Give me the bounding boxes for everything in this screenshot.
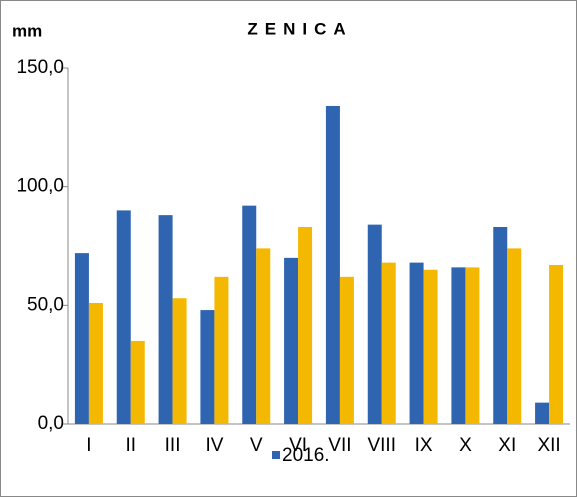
- x-tick-label: XII: [537, 435, 560, 456]
- x-tick-label: VI: [289, 435, 307, 456]
- bar: [535, 402, 550, 424]
- bar: [423, 269, 438, 424]
- bar: [451, 267, 466, 424]
- bar: [339, 276, 354, 424]
- chart-title: ZENICA: [247, 19, 352, 38]
- legend-label: 2016.: [282, 445, 330, 466]
- bar: [200, 310, 215, 424]
- bar: [381, 262, 396, 424]
- y-tick-label: 150,0: [16, 57, 64, 78]
- bar: [284, 257, 299, 424]
- bar: [507, 248, 522, 424]
- bar: [409, 262, 424, 424]
- x-tick-label: II: [125, 435, 136, 456]
- x-tick-label: IX: [415, 435, 433, 456]
- bar: [367, 224, 382, 424]
- bar: [493, 227, 508, 424]
- x-tick-label: VIII: [367, 435, 396, 456]
- x-tick-label: XI: [498, 435, 516, 456]
- bar: [74, 253, 89, 424]
- bar: [298, 227, 313, 424]
- y-axis-label: mm: [12, 21, 42, 40]
- bar: [158, 215, 173, 424]
- bar: [130, 340, 145, 424]
- y-tick-label: 50,0: [27, 294, 64, 315]
- legend-swatch: [272, 451, 280, 459]
- bar: [325, 105, 340, 425]
- x-tick-label: X: [459, 435, 472, 456]
- bar: [116, 210, 131, 424]
- x-tick-label: I: [86, 435, 91, 456]
- x-tick-label: IV: [205, 435, 223, 456]
- bar: [256, 248, 271, 424]
- x-tick-label: III: [165, 435, 181, 456]
- bar: [549, 264, 564, 424]
- y-tick-label: 100,0: [16, 176, 64, 197]
- bar: [242, 205, 257, 424]
- y-tick-label: 0,0: [38, 413, 64, 434]
- x-tick-label: V: [250, 435, 263, 456]
- x-tick-label: VII: [328, 435, 351, 456]
- bar: [465, 267, 480, 424]
- bar: [88, 302, 103, 424]
- bar: [172, 298, 187, 424]
- bar: [214, 276, 229, 424]
